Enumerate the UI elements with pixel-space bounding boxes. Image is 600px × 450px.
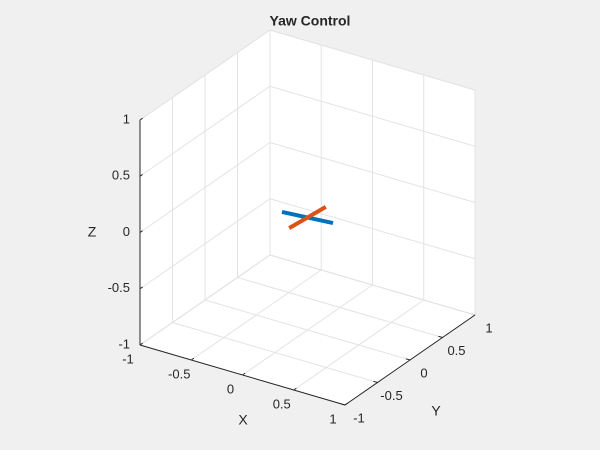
z-tick-label: 1 (123, 111, 130, 126)
y-tick-label: 0.5 (447, 343, 465, 358)
grid-line (139, 85, 271, 177)
grid-line (269, 29, 476, 91)
chart-title: Yaw Control (270, 13, 351, 29)
grid-line (204, 299, 411, 361)
x-tick-label: 0.5 (273, 396, 291, 411)
x-axis-line (139, 344, 346, 406)
y-tick-label: 1 (485, 320, 492, 335)
x-axis-label: X (238, 412, 248, 428)
grid-line (139, 142, 271, 233)
y-axis-line (344, 314, 476, 406)
grid-line (269, 198, 476, 260)
z-tick-label: 0 (123, 224, 130, 239)
x-tick-label: -0.5 (168, 366, 190, 381)
tick-mark (405, 358, 411, 361)
grid-line (139, 29, 271, 121)
grid-line (269, 142, 476, 203)
z-tick-label: -0.5 (108, 280, 130, 295)
z-axis-label: Z (88, 224, 97, 240)
y-tick-label: 0 (420, 365, 427, 380)
grid-line (237, 277, 443, 338)
z-tick-label: -1 (118, 336, 130, 351)
x-tick-label: -1 (122, 351, 134, 366)
y-tick-label: -1 (353, 410, 365, 425)
x-tick-label: 0 (227, 381, 234, 396)
y-axis-label: Y (431, 403, 441, 419)
z-tick-label: 0.5 (112, 168, 130, 183)
y-tick-label: -0.5 (380, 388, 402, 403)
grid-line (139, 254, 271, 346)
line-series (288, 205, 327, 230)
tick-mark (373, 380, 378, 383)
grid-line (139, 198, 271, 290)
x-tick-label: 1 (329, 411, 336, 426)
grid-line (269, 85, 476, 147)
grid-line (269, 254, 476, 316)
tick-mark (139, 117, 143, 121)
tick-mark (438, 335, 443, 338)
grid-line (172, 322, 378, 383)
